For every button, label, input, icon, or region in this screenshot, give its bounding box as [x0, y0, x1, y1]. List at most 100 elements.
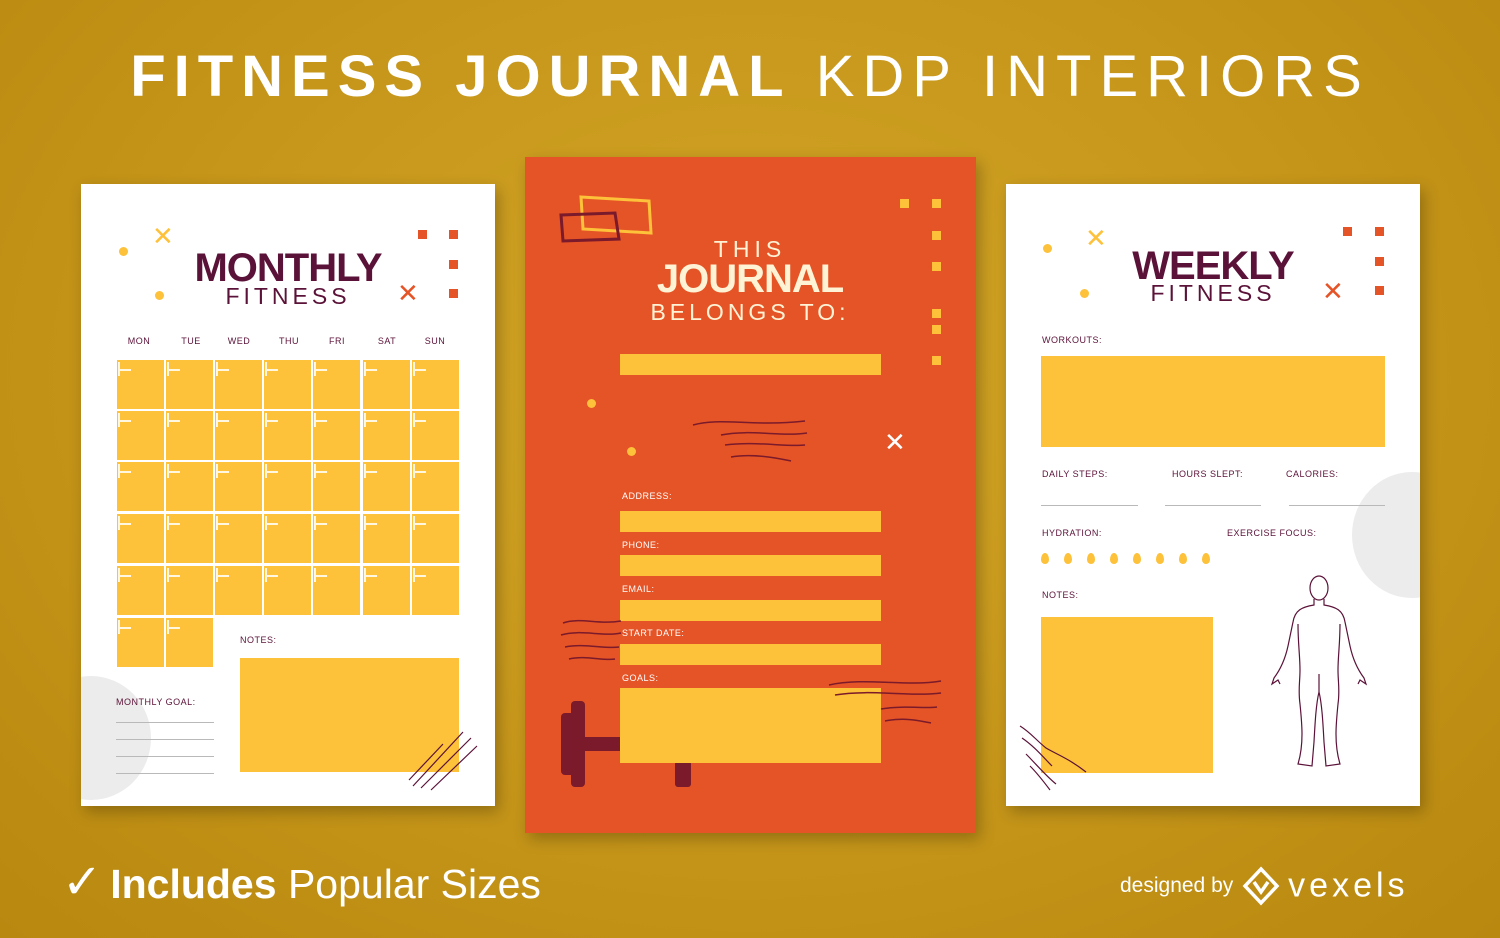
calories-label: CALORIES: [1286, 469, 1339, 479]
calendar-day-cell[interactable] [264, 411, 311, 460]
decor-dot [1043, 244, 1052, 253]
calendar-day-cell[interactable] [313, 514, 360, 563]
day-label-thu: THU [279, 336, 299, 346]
x-mark-icon: ✕ [397, 279, 419, 309]
decor-circle [81, 676, 151, 800]
calendar-day-cell[interactable] [215, 514, 262, 563]
notes-box[interactable] [240, 658, 459, 772]
decor-square [1375, 227, 1384, 236]
calendar-day-cell[interactable] [412, 411, 459, 460]
calendar-day-cell[interactable] [313, 462, 360, 511]
calendar-day-cell[interactable] [412, 566, 459, 615]
decor-square [449, 230, 458, 239]
weekly-notes-box[interactable] [1041, 617, 1213, 773]
includes-sizes: ✓ Includes Popular Sizes [62, 854, 541, 912]
water-drop-icon[interactable] [1087, 553, 1095, 564]
monthly-title: MONTHLY [194, 246, 382, 290]
goal-line[interactable] [116, 756, 214, 757]
water-drop-icon[interactable] [1041, 553, 1049, 564]
headline: FITNESS JOURNAL KDP INTERIORS [0, 44, 1500, 110]
decor-square [932, 231, 941, 240]
start-date-field[interactable] [620, 644, 881, 665]
email-field[interactable] [620, 600, 881, 621]
headline-light: KDP INTERIORS [815, 44, 1370, 109]
designed-by-label: designed by [1120, 874, 1234, 897]
calendar-day-cell[interactable] [363, 566, 410, 615]
calendar-day-cell[interactable] [117, 360, 164, 409]
calories-line[interactable] [1289, 505, 1385, 506]
decor-square [932, 325, 941, 334]
owner-name-field[interactable] [620, 354, 881, 375]
calendar-day-cell[interactable] [166, 411, 213, 460]
calendar-day-cell[interactable] [215, 462, 262, 511]
calendar-day-cell[interactable] [117, 411, 164, 460]
calendar-day-cell[interactable] [363, 462, 410, 511]
check-icon: ✓ [62, 854, 103, 910]
goal-line[interactable] [116, 739, 214, 740]
scribble-decor [1019, 725, 1087, 791]
x-mark-icon: ✕ [1322, 277, 1344, 307]
calendar-day-cell[interactable] [166, 618, 213, 667]
calendar-day-cell[interactable] [363, 514, 410, 563]
calendar-day-cell[interactable] [264, 360, 311, 409]
calendar-day-cell[interactable] [117, 514, 164, 563]
goal-line[interactable] [116, 773, 214, 774]
calendar-day-cell[interactable] [215, 566, 262, 615]
hydration-label: HYDRATION: [1042, 528, 1102, 538]
calendar-day-cell[interactable] [166, 514, 213, 563]
calendar-day-cell[interactable] [412, 360, 459, 409]
water-drop-icon[interactable] [1156, 553, 1164, 564]
address-label: ADDRESS: [622, 491, 673, 501]
calendar-day-cell[interactable] [166, 462, 213, 511]
water-drop-icon[interactable] [1110, 553, 1118, 564]
calendar-day-cell[interactable] [313, 566, 360, 615]
weekly-title: WEEKLY [1132, 244, 1294, 288]
water-drop-icon[interactable] [1202, 553, 1210, 564]
calendar-day-cell[interactable] [117, 618, 164, 667]
weekly-notes-label: NOTES: [1042, 590, 1079, 600]
calendar-day-cell[interactable] [264, 462, 311, 511]
calendar-day-cell[interactable] [313, 360, 360, 409]
phone-field[interactable] [620, 555, 881, 576]
calendar-day-cell[interactable] [264, 566, 311, 615]
calendar-day-cell[interactable] [166, 360, 213, 409]
workouts-box[interactable] [1041, 356, 1385, 447]
decor-dot [155, 291, 164, 300]
calendar-day-cell[interactable] [215, 360, 262, 409]
hours-slept-line[interactable] [1165, 505, 1261, 506]
day-label-tue: TUE [181, 336, 201, 346]
weekly-subtitle: FITNESS [1150, 280, 1276, 306]
scribble-decor [408, 731, 478, 791]
water-drop-icon[interactable] [1064, 553, 1072, 564]
includes-bold: Includes [110, 861, 277, 907]
calendar-day-cell[interactable] [363, 360, 410, 409]
monthly-subtitle: FITNESS [225, 283, 351, 309]
address-field[interactable] [620, 511, 881, 532]
vexels-logo-icon [1242, 866, 1280, 906]
calendar-day-cell[interactable] [363, 411, 410, 460]
decor-square [1375, 286, 1384, 295]
decor-dot [627, 447, 636, 456]
decor-square [1343, 227, 1352, 236]
decor-square [449, 289, 458, 298]
calendar-day-cell[interactable] [117, 462, 164, 511]
day-label-sat: SAT [377, 336, 397, 346]
daily-steps-line[interactable] [1041, 505, 1138, 506]
calendar-day-cell[interactable] [215, 411, 262, 460]
hours-slept-label: HOURS SLEPT: [1172, 469, 1244, 479]
headline-bold: FITNESS JOURNAL [130, 44, 792, 109]
decor-square [418, 230, 427, 239]
calendar-day-cell[interactable] [264, 514, 311, 563]
owner-line1: THIS [713, 236, 787, 262]
goal-line[interactable] [116, 722, 214, 723]
water-drop-icon[interactable] [1133, 553, 1141, 564]
calendar-day-cell[interactable] [313, 411, 360, 460]
calendar-day-cell[interactable] [117, 566, 164, 615]
vexels-wordmark: vexels [1288, 866, 1409, 905]
day-label-sun: SUN [424, 336, 446, 346]
calendar-day-cell[interactable] [166, 566, 213, 615]
goals-field[interactable] [620, 688, 881, 763]
calendar-day-cell[interactable] [412, 462, 459, 511]
water-drop-icon[interactable] [1179, 553, 1187, 564]
calendar-day-cell[interactable] [412, 514, 459, 563]
